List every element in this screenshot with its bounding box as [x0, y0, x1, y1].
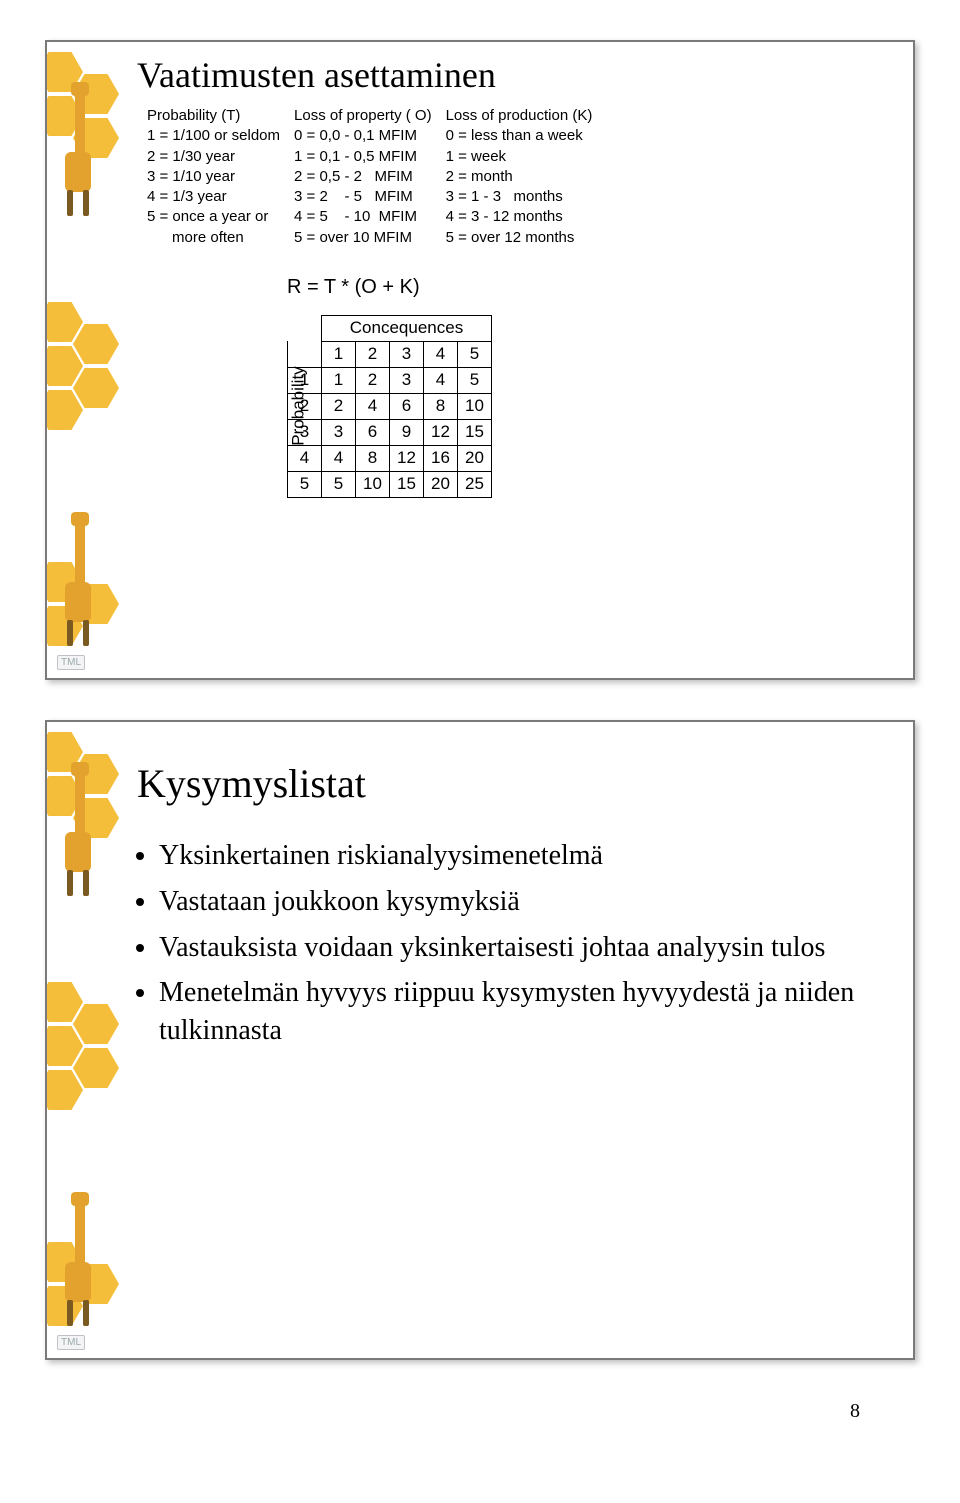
giraffe-icon [53, 1192, 103, 1332]
legend-loss-property: Loss of property ( O) 0 = 0,0 - 0,1 MFIM… [294, 106, 432, 248]
matrix-cell: 10 [458, 393, 492, 419]
matrix-cell: 15 [390, 471, 424, 497]
giraffe-icon [53, 512, 103, 652]
matrix-cell: 15 [458, 419, 492, 445]
matrix-col-header: 3 [390, 341, 424, 367]
legend-probability: Probability (T) 1 = 1/100 or seldom 2 = … [147, 106, 280, 248]
page: TML Vaatimusten asettaminen Probability … [0, 0, 960, 1463]
matrix-cell: 20 [458, 445, 492, 471]
bullet-item: Vastauksista voidaan yksinkertaisesti jo… [159, 929, 859, 967]
matrix-cell: 1 [322, 367, 356, 393]
slide-title: Vaatimusten asettaminen [137, 54, 893, 96]
matrix-cell: 3 [390, 367, 424, 393]
matrix-cell: 10 [356, 471, 390, 497]
bullet-item: Yksinkertainen riskianalyysimenetelmä [159, 837, 859, 875]
matrix-cell: 5 [458, 367, 492, 393]
formula-text: R = T * (O + K) [287, 276, 893, 299]
bullet-item: Vastataan joukkoon kysymyksiä [159, 883, 859, 921]
slide-title: Kysymyslistat [137, 760, 893, 807]
matrix-cell: 8 [424, 393, 458, 419]
matrix-cell: 12 [390, 445, 424, 471]
bullet-item: Menetelmän hyvyys riippuu kysymysten hyv… [159, 974, 859, 1050]
matrix-cell: 5 [322, 471, 356, 497]
legend-loss-production: Loss of production (K) 0 = less than a w… [446, 106, 593, 248]
matrix-cell: 6 [356, 419, 390, 445]
matrix-cell: 3 [322, 419, 356, 445]
giraffe-icon [53, 762, 103, 902]
matrix-top-label: Concequences [322, 315, 492, 341]
left-decoration [47, 722, 127, 1358]
matrix-cell: 16 [424, 445, 458, 471]
matrix-cell: 9 [390, 419, 424, 445]
slide-question-lists: TML Kysymyslistat Yksinkertainen riskian… [45, 720, 915, 1360]
slide-requirements: TML Vaatimusten asettaminen Probability … [45, 40, 915, 680]
matrix-cell: 4 [322, 445, 356, 471]
matrix-col-header: 4 [424, 341, 458, 367]
matrix-side-label: Probability [289, 367, 309, 446]
page-number: 8 [40, 1400, 860, 1423]
matrix-cell: 4 [356, 393, 390, 419]
matrix-cell: 12 [424, 419, 458, 445]
bullet-list: Yksinkertainen riskianalyysimenetelmä Vas… [159, 837, 893, 1050]
matrix-col-header: 5 [458, 341, 492, 367]
matrix-row-header: 5 [288, 471, 322, 497]
matrix-cell: 8 [356, 445, 390, 471]
giraffe-icon [53, 82, 103, 222]
left-decoration [47, 42, 127, 678]
matrix-cell: 6 [390, 393, 424, 419]
matrix-cell: 25 [458, 471, 492, 497]
matrix-row-header: 4 [288, 445, 322, 471]
matrix-col-header: 1 [322, 341, 356, 367]
matrix-cell: 20 [424, 471, 458, 497]
legend-block: Probability (T) 1 = 1/100 or seldom 2 = … [147, 106, 893, 248]
risk-matrix: Probability Concequences1234511234522468… [287, 315, 492, 498]
matrix-cell: 2 [356, 367, 390, 393]
matrix-col-header: 2 [356, 341, 390, 367]
matrix-cell: 4 [424, 367, 458, 393]
logo-badge: TML [57, 655, 85, 670]
matrix-cell: 2 [322, 393, 356, 419]
logo-badge: TML [57, 1335, 85, 1350]
